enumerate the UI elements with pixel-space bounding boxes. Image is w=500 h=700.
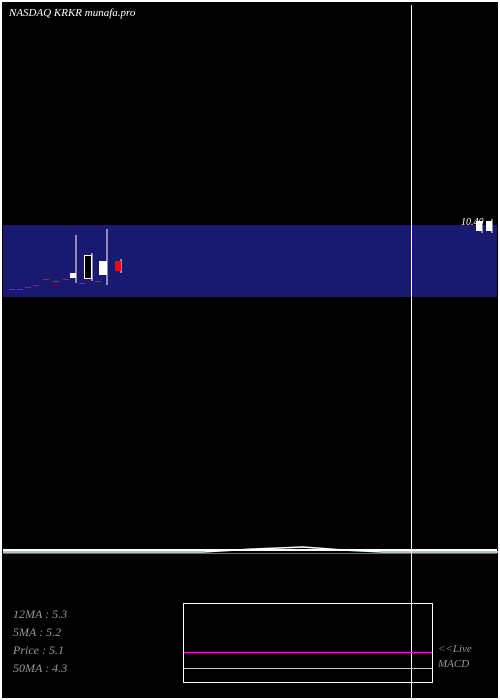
ma50-label: 50MA : 4.3 — [13, 659, 67, 677]
ma12-label: 12MA : 5.3 — [13, 605, 67, 623]
price-band — [3, 225, 497, 297]
macd-signal-line — [184, 668, 432, 669]
macd-label: MACD — [438, 658, 469, 670]
cursor-line — [411, 5, 412, 700]
chart-area: NASDAQ KRKR munafa.pro 10.40 12MA : 5.3 … — [2, 2, 498, 698]
chart-title: NASDAQ KRKR munafa.pro — [9, 7, 135, 19]
price-readout: 10.40 — [461, 217, 484, 228]
macd-line — [184, 652, 432, 653]
ma5-label: 5MA : 5.2 — [13, 623, 67, 641]
live-label: <<Live — [438, 643, 472, 655]
price-label: Price : 5.1 — [13, 641, 67, 659]
ma-legend: 12MA : 5.3 5MA : 5.2 Price : 5.1 50MA : … — [13, 605, 67, 677]
overlay-svg — [3, 3, 499, 699]
macd-panel — [183, 603, 433, 683]
